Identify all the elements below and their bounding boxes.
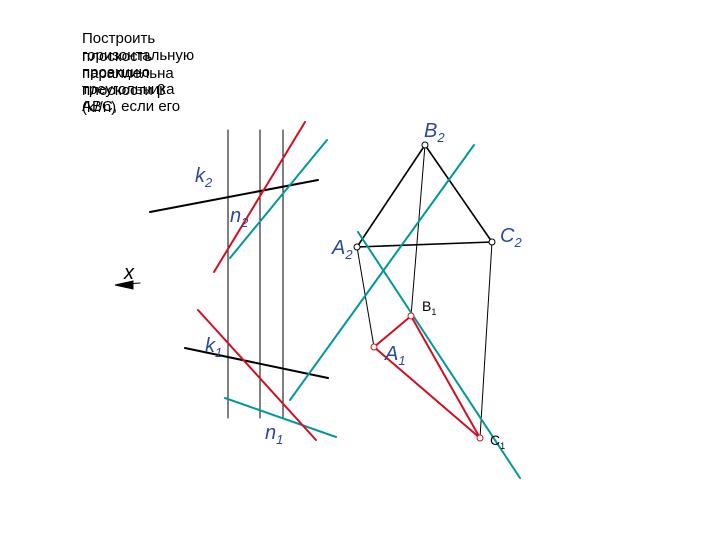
label-n1: n1 [265,422,283,447]
teal-diag-1 [290,145,474,400]
label-B1-text: B [422,298,431,314]
label-k1: k1 [205,335,222,360]
label-x-text: x [124,262,134,284]
label-n2: n2 [230,205,248,230]
pt-A1 [371,344,377,350]
edge-B2C2 [425,145,492,242]
label-A1-sub: 1 [398,353,405,368]
label-C1: C1 [490,432,505,451]
label-C1-text: C [490,432,500,448]
label-A1: A1 [385,343,406,368]
pt-B1 [408,313,414,319]
label-A2: A2 [332,237,353,262]
label-n1-sub: 1 [276,432,283,447]
edge-B1C1 [411,316,480,438]
label-A2-sub: 2 [345,247,352,262]
label-k2: k2 [195,165,212,190]
label-x: x [124,262,134,285]
edge-C2A2 [357,242,492,247]
diagram [0,0,720,540]
pt-A2 [354,244,360,250]
label-k2-text: k [195,165,205,187]
label-B1: B1 [422,298,436,317]
label-n1-text: n [265,422,276,444]
pt-C1 [477,435,483,441]
label-A2-text: A [332,237,345,259]
label-n2-text: n [230,205,241,227]
label-B2-text: B [424,120,437,142]
label-B1-sub: 1 [431,307,436,317]
label-C2-text: C [500,225,514,247]
label-k1-sub: 1 [215,345,222,360]
pt-C2 [489,239,495,245]
label-n2-sub: 2 [241,215,248,230]
label-C2: C2 [500,225,522,250]
label-B2-sub: 2 [437,130,444,145]
label-k2-sub: 2 [205,175,212,190]
label-C2-sub: 2 [514,235,521,250]
label-A1-text: A [385,343,398,365]
proj-C [480,242,492,438]
label-B2: B2 [424,120,445,145]
label-k1-text: k [205,335,215,357]
line-n2 [230,140,327,258]
edge-A2B2 [357,145,425,247]
label-C1-sub: 1 [500,441,505,451]
red-lower [198,310,316,440]
